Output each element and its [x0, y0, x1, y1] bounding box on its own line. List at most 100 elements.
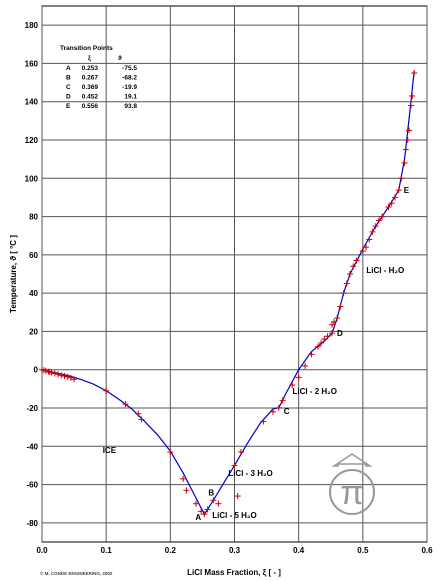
- data-point-marker: [237, 449, 244, 456]
- data-point-marker: [388, 200, 395, 207]
- data-point-marker: [353, 257, 360, 264]
- row-label: B: [66, 75, 71, 82]
- pi-logo: π: [329, 453, 375, 515]
- data-point-marker: [55, 371, 62, 378]
- region-label: LiCl - 2 H₂O: [292, 387, 336, 396]
- data-point-marker: [51, 370, 58, 377]
- data-point-marker: [409, 92, 416, 99]
- table-row: B 0.267 -68.2: [66, 75, 137, 82]
- data-point-marker: [375, 217, 382, 224]
- table-header-xi: ξ: [88, 55, 91, 62]
- y-tick-label: -40: [26, 442, 38, 451]
- data-point-marker: [385, 204, 392, 210]
- data-point-marker: [343, 280, 350, 287]
- table-row: C 0.369 -19.9: [66, 84, 137, 91]
- data-point-marker: [395, 187, 402, 194]
- y-tick-label: 80: [29, 213, 38, 222]
- row-label: C: [66, 84, 71, 91]
- y-tick-label: 60: [29, 251, 38, 260]
- row-xi: 0.556: [82, 103, 99, 110]
- logo-circle: [329, 469, 375, 515]
- y-tick-label: 140: [25, 98, 39, 107]
- row-label: A: [66, 65, 71, 72]
- data-point-marker: [138, 416, 145, 423]
- data-point-marker: [275, 404, 282, 411]
- data-point-marker: [379, 213, 386, 220]
- x-tick-label: 0.4: [293, 546, 305, 555]
- row-xi: 0.369: [82, 84, 99, 91]
- table-row: D 0.452 19.1: [66, 94, 137, 101]
- table-title: Transition Points: [60, 45, 113, 52]
- data-point-marker: [337, 303, 344, 310]
- data-point-marker: [289, 382, 296, 389]
- x-tick-label: 0.2: [165, 546, 177, 555]
- data-point-marker: [67, 374, 74, 381]
- logo-house-outline: [331, 453, 373, 467]
- y-tick-label: 0: [34, 366, 39, 375]
- point-label-d: D: [337, 329, 343, 338]
- data-point-marker: [270, 408, 276, 415]
- y-tick-label: 160: [25, 59, 39, 68]
- transition-point-labels: A B C D E: [195, 186, 409, 522]
- data-point-marker: [401, 159, 408, 166]
- data-point-marker: [231, 462, 238, 469]
- data-point-marker: [201, 511, 208, 518]
- row-label: E: [66, 103, 71, 110]
- grid: [41, 6, 428, 542]
- copyright-notice: © M. CONDE ENGINEERING, 2002: [40, 570, 113, 576]
- data-point-marker: [48, 369, 55, 376]
- y-tick-label: 40: [29, 289, 38, 298]
- row-xi: 0.452: [82, 94, 99, 101]
- data-point-marker: [406, 127, 413, 134]
- data-point-marker: [279, 397, 286, 404]
- data-point-marker: [404, 137, 411, 143]
- x-axis-title: LiCl Mass Fraction, ξ [ - ]: [187, 568, 281, 577]
- data-point-marker: [180, 475, 187, 482]
- transition-points-table: Transition Points ξ ϑ A 0.253 -75.5 B 0.267 -…: [60, 45, 137, 110]
- data-point-marker: [334, 315, 341, 322]
- data-point-marker: [372, 223, 379, 230]
- y-tick-label: 180: [25, 21, 39, 30]
- data-point-marker: [210, 497, 217, 504]
- data-point-marker: [324, 333, 331, 340]
- data-point-marker: [215, 500, 222, 507]
- row-label: D: [66, 94, 71, 101]
- data-point-marker: [204, 506, 211, 513]
- x-tick-label: 0.1: [101, 546, 113, 555]
- data-point-marker: [308, 351, 315, 358]
- x-tick-label: 0.5: [357, 546, 369, 555]
- data-point-marker: [71, 376, 78, 383]
- data-point-marker: [135, 410, 142, 417]
- data-point-marker: [321, 336, 328, 343]
- data-point-marker: [64, 373, 71, 380]
- data-point-marker: [61, 373, 68, 380]
- y-tick-label: -80: [26, 519, 38, 528]
- data-point-marker: [318, 339, 325, 346]
- y-tick-label: -60: [26, 481, 38, 490]
- data-point-marker: [407, 102, 414, 109]
- y-tick-label: 100: [25, 174, 39, 183]
- data-point-marker: [103, 387, 110, 394]
- data-point-marker: [340, 290, 347, 297]
- data-point-marker: [122, 401, 129, 408]
- point-label-e: E: [404, 186, 410, 195]
- data-point-marker: [366, 236, 373, 243]
- y-tick-label: 120: [25, 136, 39, 145]
- x-tick-label: 0.0: [36, 546, 48, 555]
- data-point-marker: [411, 70, 418, 76]
- row-theta: -75.5: [122, 65, 137, 72]
- row-xi: 0.253: [82, 65, 99, 72]
- region-label: LiCl - H₂O: [366, 266, 404, 275]
- point-label-a: A: [195, 513, 201, 522]
- data-point-marker: [369, 228, 376, 235]
- data-point-marker: [198, 508, 205, 515]
- row-theta: 19.1: [124, 94, 137, 101]
- y-axis-ticks: -80 -60 -40 -20 0 20 40 60 80 100 120 140 160 180: [25, 21, 39, 528]
- row-xi: 0.267: [82, 75, 99, 82]
- data-point-marker: [350, 263, 357, 270]
- data-point-marker: [391, 194, 398, 201]
- data-point-marker: [302, 362, 309, 369]
- measured-data-points: [39, 70, 418, 518]
- data-point-marker: [260, 418, 267, 425]
- x-tick-label: 0.6: [421, 546, 433, 555]
